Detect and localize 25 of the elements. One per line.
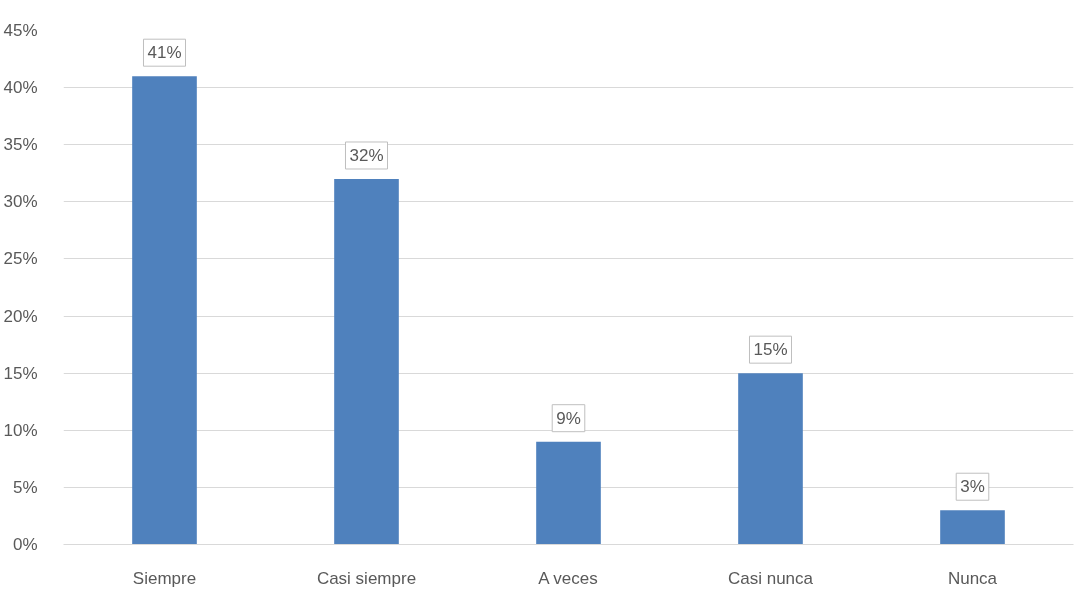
data-label: 32% (349, 145, 384, 165)
y-tick-label: 30% (3, 192, 38, 212)
bar (738, 373, 803, 545)
y-tick-label: 25% (3, 249, 38, 269)
bar (132, 76, 197, 545)
y-tick-label: 15% (3, 363, 38, 383)
data-label: 9% (556, 408, 581, 428)
data-label: 3% (960, 477, 985, 497)
x-tick-label: Nunca (947, 568, 998, 588)
x-tick-label: Casi siempre (316, 568, 417, 588)
data-label: 15% (753, 340, 788, 360)
bar (940, 510, 1005, 545)
y-tick-label: 20% (3, 306, 38, 326)
y-tick-label: 40% (3, 78, 38, 98)
y-tick-label: 0% (12, 535, 38, 554)
x-tick-label: Casi nunca (727, 568, 814, 588)
bar (334, 178, 399, 545)
y-tick-label: 45% (3, 21, 38, 40)
x-tick-label: Siempre (132, 568, 197, 588)
x-tick-label: A veces (538, 568, 598, 588)
y-tick-label: 5% (12, 477, 38, 497)
data-label: 41% (147, 43, 182, 63)
y-tick-label: 10% (3, 420, 38, 440)
bar (536, 441, 601, 545)
y-tick-label: 35% (3, 135, 38, 155)
